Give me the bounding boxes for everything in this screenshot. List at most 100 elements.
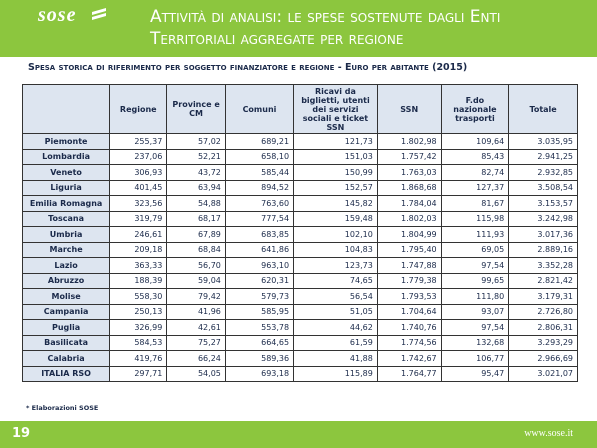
row-label: Lombardia	[21, 148, 111, 165]
cell: 52,21	[166, 148, 226, 165]
cell: 95,47	[440, 365, 510, 382]
cell: 326,99	[109, 319, 168, 336]
cell: 66,24	[166, 350, 226, 367]
cell: 763,60	[224, 195, 295, 212]
footnote: * Elaborazioni SOSE	[26, 404, 99, 412]
cell: 115,89	[293, 365, 378, 382]
cell: 1.868,68	[376, 179, 442, 196]
cell: 159,48	[293, 210, 378, 227]
title-line: Attività di analisi: le spese sostenute …	[150, 7, 501, 27]
cell: 664,65	[224, 334, 295, 351]
cell: 558,30	[109, 288, 168, 305]
title-line: Territoriali aggregate per regione	[150, 29, 404, 49]
cell: 42,61	[166, 319, 226, 336]
table-row: Umbria 246,61 67,89 683,85 102,10 1.804,99 111…	[21, 226, 578, 243]
cell: 1.774,56	[376, 334, 442, 351]
table-row: Campania 250,13 41,96 585,95 51,05 1.704,64 93…	[21, 303, 578, 320]
row-label: Campania	[21, 303, 111, 320]
cell: 585,95	[224, 303, 295, 320]
column-header: F.do nazionale trasporti	[440, 84, 510, 134]
table-row: Lazio 363,33 56,70 963,10 123,73 1.747,88 97,5…	[21, 257, 578, 274]
cell: 589,36	[224, 350, 295, 367]
cell: 127,37	[440, 179, 510, 196]
cell: 111,80	[440, 288, 510, 305]
cell: 363,33	[109, 257, 168, 274]
cell: 2.889,16	[508, 241, 578, 258]
row-label: Marche	[21, 241, 111, 258]
cell: 54,88	[166, 195, 226, 212]
row-label: Toscana	[21, 210, 111, 227]
cell: 3.352,28	[508, 257, 578, 274]
table-row: Puglia 326,99 42,61 553,78 44,62 1.740,76 97,5…	[21, 319, 578, 336]
cell: 683,85	[224, 226, 295, 243]
row-label: Umbria	[21, 226, 111, 243]
cell: 1.793,53	[376, 288, 442, 305]
row-label: Basilicata	[21, 334, 111, 351]
page-number: 19	[12, 426, 31, 441]
cell: 246,61	[109, 226, 168, 243]
cell: 1.779,38	[376, 272, 442, 289]
cell: 255,37	[109, 133, 168, 150]
row-label: Piemonte	[21, 133, 111, 150]
cell: 44,62	[293, 319, 378, 336]
cell: 57,02	[166, 133, 226, 150]
table-row: Marche 209,18 68,84 641,86 104,83 1.795,40 69,…	[21, 241, 578, 258]
cell: 585,44	[224, 164, 295, 181]
table-row: Piemonte 255,37 57,02 689,21 121,73 1.802,98 1…	[21, 133, 578, 150]
cell: 104,83	[293, 241, 378, 258]
cell: 121,73	[293, 133, 378, 150]
cell: 1.747,88	[376, 257, 442, 274]
cell: 99,65	[440, 272, 510, 289]
cell: 2.941,25	[508, 148, 578, 165]
cell: 106,77	[440, 350, 510, 367]
cell: 82,74	[440, 164, 510, 181]
cell: 3.508,54	[508, 179, 578, 196]
cell: 894,52	[224, 179, 295, 196]
header-banner: sose Attività di analisi: le spese soste…	[0, 0, 597, 57]
cell: 3.293,29	[508, 334, 578, 351]
cell: 97,54	[440, 319, 510, 336]
cell: 63,94	[166, 179, 226, 196]
column-header: SSN	[376, 84, 442, 134]
cell: 209,18	[109, 241, 168, 258]
cell: 419,76	[109, 350, 168, 367]
table-row: Veneto 306,93 43,72 585,44 150,99 1.763,03 82,…	[21, 164, 578, 181]
column-header	[21, 84, 111, 134]
table-row: Emilia Romagna 323,56 54,88 763,60 145,82 1.7…	[21, 195, 578, 212]
column-header: Regione	[109, 84, 168, 134]
column-header: Ricavi da biglietti, utenti dei servizi …	[293, 84, 378, 134]
cell: 1.802,03	[376, 210, 442, 227]
cell: 620,31	[224, 272, 295, 289]
cell: 777,54	[224, 210, 295, 227]
cell: 85,43	[440, 148, 510, 165]
cell: 59,04	[166, 272, 226, 289]
cell: 69,05	[440, 241, 510, 258]
row-label: Liguria	[21, 179, 111, 196]
cell: 3.153,57	[508, 195, 578, 212]
data-table: Regione Province e CM Comuni Ricavi da bigl…	[21, 84, 578, 382]
row-label: Emilia Romagna	[21, 195, 111, 212]
column-header: Totale	[508, 84, 578, 134]
cell: 1.740,76	[376, 319, 442, 336]
cell: 401,45	[109, 179, 168, 196]
cell: 3.035,95	[508, 133, 578, 150]
cell: 68,17	[166, 210, 226, 227]
cell: 1.763,03	[376, 164, 442, 181]
cell: 79,42	[166, 288, 226, 305]
cell: 1.784,04	[376, 195, 442, 212]
cell: 61,59	[293, 334, 378, 351]
cell: 323,56	[109, 195, 168, 212]
cell: 74,65	[293, 272, 378, 289]
table-row: Molise 558,30 79,42 579,73 56,54 1.793,53 111,…	[21, 288, 578, 305]
cell: 150,99	[293, 164, 378, 181]
row-label: Lazio	[21, 257, 111, 274]
footer-bar: 19 www.sose.it	[0, 421, 597, 448]
cell: 41,88	[293, 350, 378, 367]
cell: 584,53	[109, 334, 168, 351]
cell: 553,78	[224, 319, 295, 336]
cell: 81,67	[440, 195, 510, 212]
cell: 188,39	[109, 272, 168, 289]
cell: 75,27	[166, 334, 226, 351]
cell: 54,05	[166, 365, 226, 382]
